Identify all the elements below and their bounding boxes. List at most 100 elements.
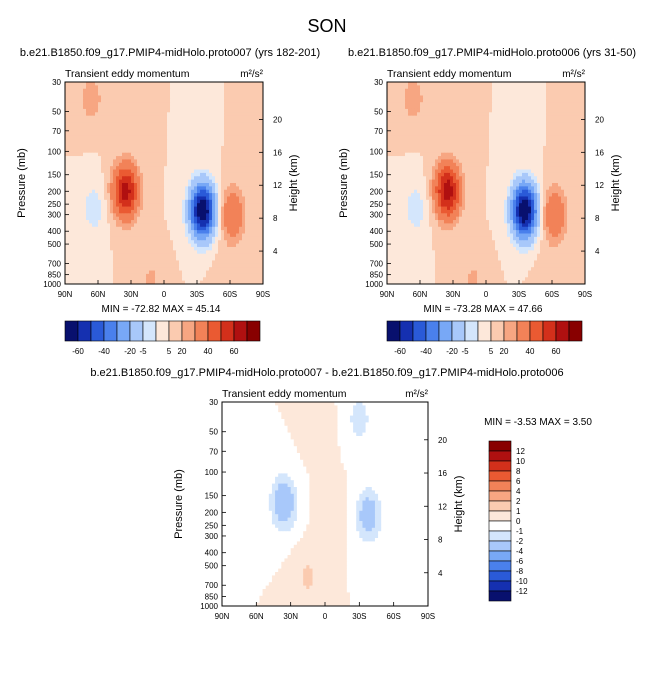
heat-cell (83, 108, 87, 113)
heat-cell (495, 122, 499, 127)
heat-cell (218, 183, 222, 187)
heat-cell (230, 240, 234, 244)
heat-cell (555, 85, 559, 90)
heat-cell (158, 213, 162, 218)
heat-cell (152, 129, 156, 133)
heat-cell (203, 132, 207, 137)
heat-cell (134, 179, 138, 184)
heat-cell (122, 88, 126, 93)
heat-cell (107, 88, 111, 93)
heat-cell (140, 209, 144, 214)
colorbar-label: -5 (139, 347, 147, 356)
heat-cell (221, 102, 225, 106)
heat-cell (119, 98, 123, 103)
heat-cell (92, 149, 96, 154)
heat-cell (95, 119, 99, 123)
heat-cell (86, 223, 90, 228)
heat-cell (513, 88, 517, 93)
heat-cell (495, 125, 499, 130)
heat-cell (233, 270, 237, 275)
heat-cell (101, 142, 105, 147)
heat-cell (80, 152, 84, 157)
heat-cell (423, 105, 427, 110)
heat-cell (206, 250, 210, 255)
heat-cell (149, 169, 153, 174)
heat-cell (158, 176, 162, 181)
heat-cell (77, 112, 81, 117)
heat-cell (74, 253, 78, 258)
heat-cell (206, 183, 210, 187)
heat-cell (233, 216, 237, 221)
heat-cell (242, 236, 246, 241)
heat-cell (95, 152, 99, 157)
heat-cell (227, 203, 231, 207)
heat-cell (167, 112, 171, 117)
heat-cell (573, 98, 577, 103)
heat-cell (498, 112, 502, 117)
heat-cell (89, 223, 93, 228)
heat-cell (224, 240, 228, 244)
heat-cell (257, 196, 261, 201)
heat-cell (510, 125, 514, 130)
heat-cell (95, 263, 99, 268)
heat-cell (212, 263, 216, 268)
colorbar-swatch (64, 320, 79, 342)
heat-cell (188, 112, 192, 117)
heat-cell (98, 156, 102, 160)
heat-cell (182, 82, 186, 86)
heat-cell (83, 176, 87, 181)
heat-cell (182, 226, 186, 231)
heat-cell (104, 183, 108, 187)
heat-cell (155, 263, 159, 268)
heat-cell (537, 125, 541, 130)
heat-cell (200, 119, 204, 123)
heat-cell (125, 230, 129, 234)
heat-cell (573, 88, 577, 93)
heat-cell (176, 159, 180, 164)
heat-cell (206, 253, 210, 258)
heat-cell (185, 236, 189, 241)
heat-cell (122, 273, 126, 278)
heat-cell (203, 199, 207, 204)
heat-cell (107, 213, 111, 218)
heat-cell (438, 108, 442, 113)
heat-cell (233, 226, 237, 231)
heat-cell (441, 95, 445, 100)
heat-cell (224, 166, 228, 170)
heat-cell (224, 139, 228, 143)
heat-cell (203, 92, 207, 96)
heat-cell (230, 189, 234, 194)
heat-cell (188, 196, 192, 201)
heat-cell (71, 240, 75, 244)
heat-cell (182, 206, 186, 211)
heat-cell (245, 172, 249, 177)
heat-cell (432, 92, 436, 96)
heat-cell (251, 226, 255, 231)
heat-cell (212, 216, 216, 221)
heat-cell (152, 213, 156, 218)
heat-cell (212, 243, 216, 248)
heat-cell (260, 196, 264, 201)
heat-cell (495, 112, 499, 117)
heat-cell (224, 159, 228, 164)
heat-cell (86, 206, 90, 211)
heat-cell (143, 159, 147, 164)
heat-cell (194, 189, 198, 194)
heat-cell (248, 186, 252, 191)
heat-cell (131, 142, 135, 147)
heat-cell (158, 145, 162, 150)
heat-cell (149, 263, 153, 268)
heat-cell (83, 203, 87, 207)
heat-cell (92, 253, 96, 258)
heat-cell (233, 85, 237, 90)
heat-cell (170, 152, 174, 157)
heat-cell (257, 250, 261, 255)
heat-cell (173, 199, 177, 204)
heat-cell (71, 260, 75, 265)
heat-cell (408, 92, 412, 96)
heat-cell (125, 223, 129, 228)
heat-cell (507, 119, 511, 123)
heat-cell (89, 135, 93, 140)
heat-cell (68, 152, 72, 157)
heat-cell (137, 220, 141, 224)
